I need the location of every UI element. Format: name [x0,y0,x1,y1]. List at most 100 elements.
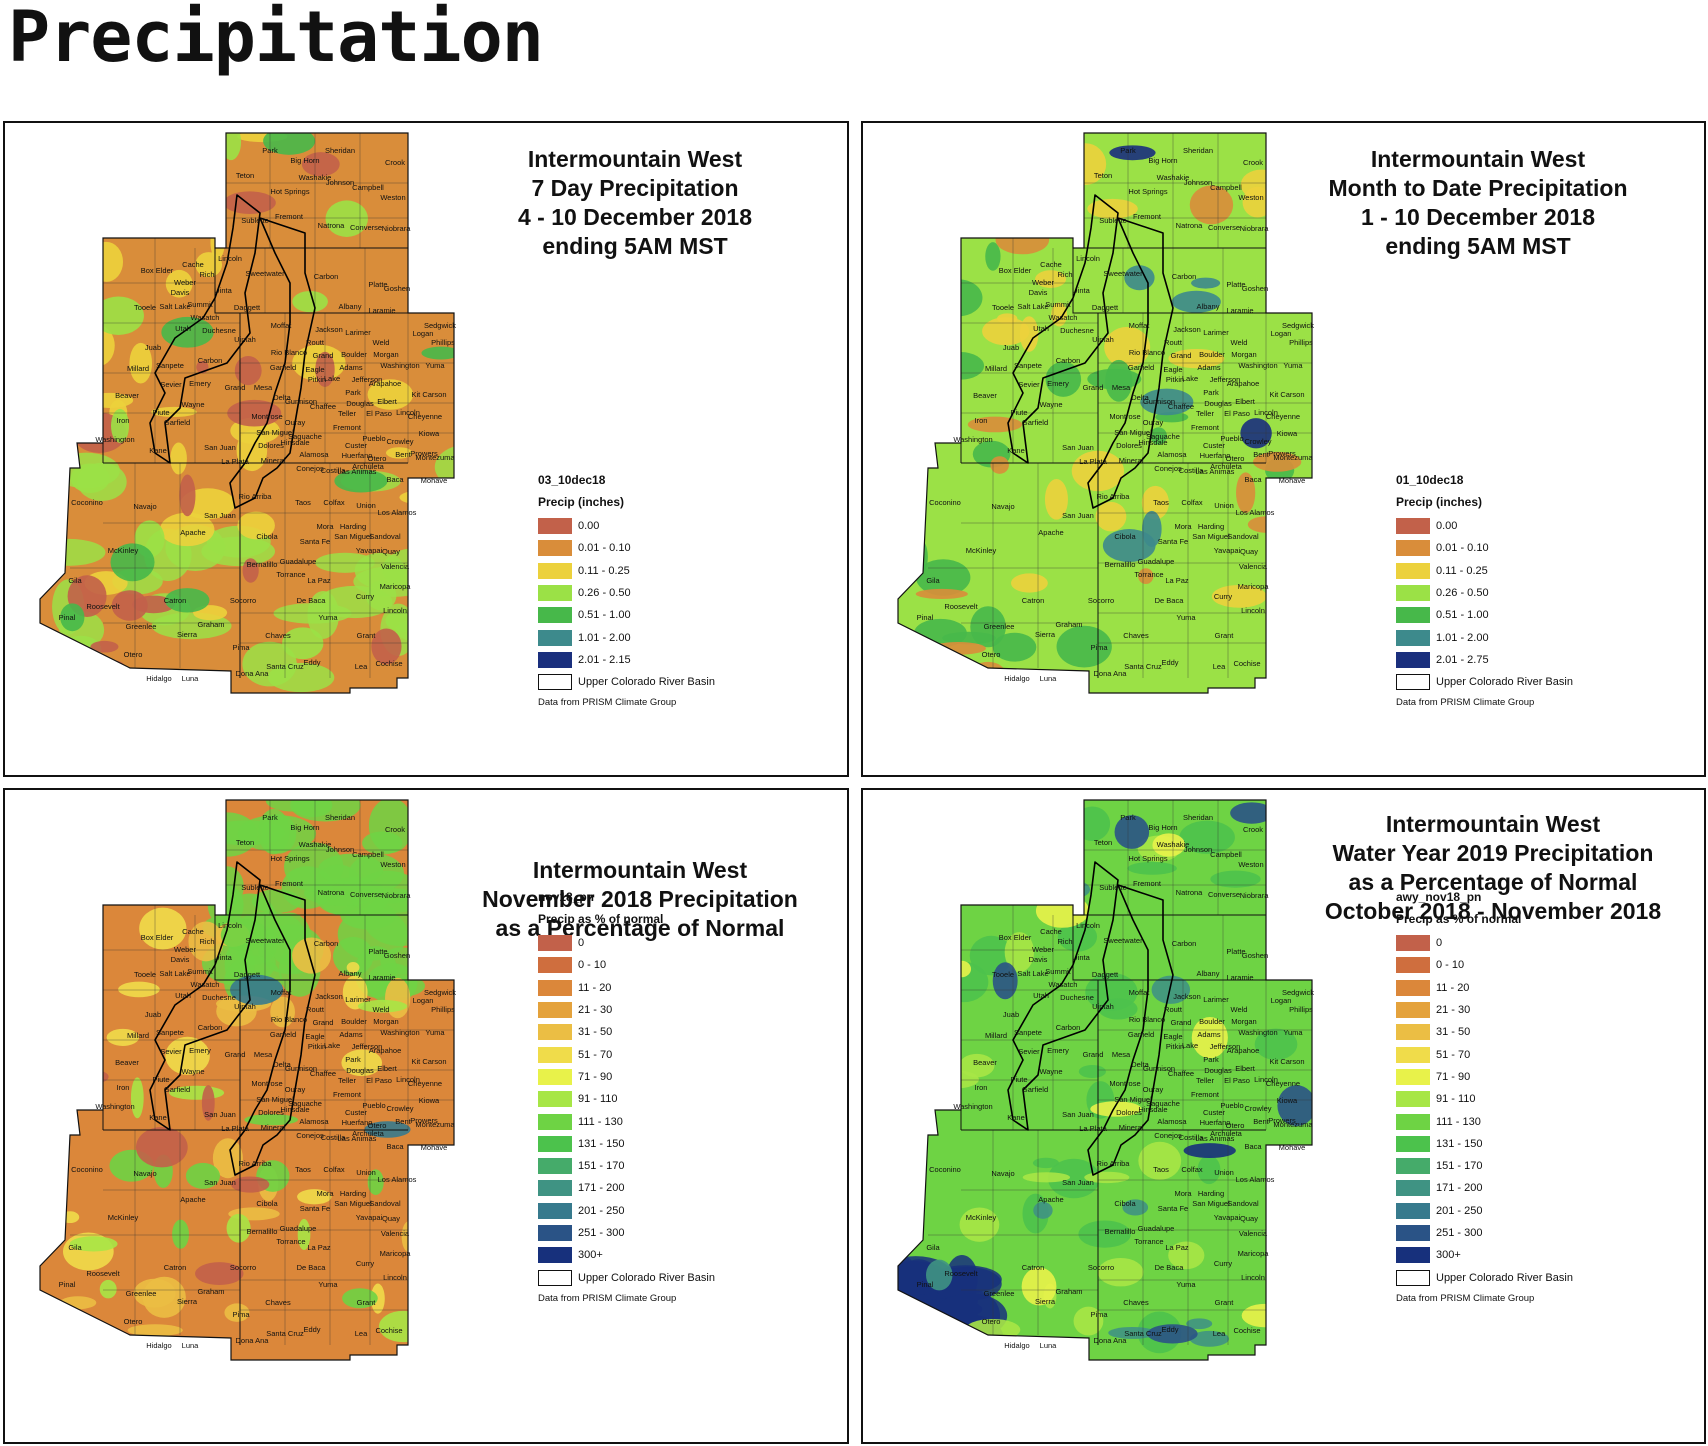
legend-item-label: 2.01 - 2.15 [578,653,631,666]
county-label: Custer [345,1108,368,1117]
legend-item: 0.11 - 0.25 [1396,560,1573,582]
county-label: El Paso [366,1076,392,1085]
county-label: Salt Lake [1017,302,1048,311]
county-label: Los Alamos [1236,1175,1275,1184]
county-label: Teller [338,409,356,418]
county-label: Luna [182,674,200,683]
county-label: Teton [1094,838,1112,847]
title-line: ending 5AM MST [1385,233,1571,259]
legend-item-label: 131 - 150 [578,1137,625,1150]
county-label: Cibola [256,532,278,541]
county-label: Yuma [1283,361,1303,370]
legend-item-label: 151 - 170 [578,1160,625,1173]
basin-swatch [538,1269,572,1286]
title-line: Intermountain West [1370,146,1586,172]
county-label: Coconino [71,498,103,507]
county-label: Grand [225,1050,246,1059]
county-label: Teller [1196,1076,1214,1085]
county-label: Uintah [234,335,256,344]
county-label: Teller [1196,409,1214,418]
county-label: Pima [232,643,250,652]
county-label: Kiowa [1277,429,1298,438]
county-label: Crook [385,825,405,834]
county-label: Maricopa [380,582,412,591]
county-label: Elbert [1235,1064,1256,1073]
county-label: La Paz [1165,1243,1189,1252]
county-label: Mineral [1119,456,1144,465]
county-label: Garfield [270,1030,296,1039]
legend-item-label: 111 - 130 [578,1115,623,1128]
county-label: Apache [1038,1195,1063,1204]
county-label: Quay [1240,547,1258,556]
legend-swatch [1396,518,1430,535]
county-label: Box Elder [999,266,1032,275]
legend-title: Precip (inches) [1396,495,1483,509]
county-label: Weld [373,1005,390,1014]
county-label: Montezuma [415,1120,455,1129]
county-label: Huerfano [1200,1118,1231,1127]
county-label: Cheyenne [1266,412,1300,421]
county-label: Archuleta [1210,1129,1243,1138]
legend-item-label: Upper Colorado River Basin [1436,676,1573,689]
county-label: Larimer [1203,328,1229,337]
basin-swatch [1396,1269,1430,1286]
county-label: Saguache [1146,432,1180,441]
county-label: Beaver [973,391,997,400]
county-label: Yuma [425,1028,445,1037]
county-label: Torrance [276,570,305,579]
legend-item: 0.00 [538,515,715,537]
county-label: Elbert [1235,397,1256,406]
region-outline [897,799,1313,1361]
county-label: Conejos [296,464,324,473]
county-label: Santa Cruz [266,1329,304,1338]
legend-item-label: 0.00 [1436,520,1458,533]
legend-item-label: 0.00 [578,520,600,533]
legend-swatch [538,1091,572,1108]
legend-item: 111 - 130 [1396,1110,1573,1132]
legend-swatch [1396,607,1430,624]
county-label: Costilla [321,1133,346,1142]
county-label: Garfield [270,363,296,372]
county-label: Garfield [1128,1030,1154,1039]
county-label: Park [1203,388,1219,397]
county-label: Guadalupe [1138,1224,1175,1233]
county-label: Goshen [1242,951,1268,960]
county-label: Cheyenne [1266,1079,1300,1088]
legend-swatch [1396,1046,1430,1063]
county-label: Converse [1208,223,1240,232]
county-label: Cheyenne [408,1079,442,1088]
county-label: Johnson [1184,178,1212,187]
legend-item: 0 - 10 [538,954,715,976]
county-label: Taos [295,498,311,507]
county-label: Chaves [1123,631,1149,640]
county-label: Sanpete [156,1028,184,1037]
legend-swatch [538,1180,572,1197]
county-label: Otero [1226,454,1245,463]
county-label: Routt [306,338,325,347]
county-label: Prowers [1268,1116,1296,1125]
legend-item-label: 0 [1436,937,1443,950]
county-label: Eddy [1161,658,1178,667]
county-label: Campbell [1210,850,1242,859]
county-label: Torrance [1134,570,1163,579]
county-label: Otero [368,1121,387,1130]
county-label: Pueblo [1220,1101,1243,1110]
legend-item: 2.01 - 2.75 [1396,649,1573,671]
county-label: Saguache [288,432,322,441]
legend-item: 2.01 - 2.15 [538,649,715,671]
legend-item-label: Upper Colorado River Basin [578,1271,715,1284]
county-label: Pueblo [362,434,385,443]
county-label: Kit Carson [411,1057,446,1066]
county-label: Lincoln [1241,1273,1265,1282]
county-label: Colfax [323,1165,345,1174]
upper-colorado-basin-outline [149,861,316,1176]
county-label: Socorro [230,596,256,605]
county-label: Grand [225,383,246,392]
county-label: Colfax [1181,498,1203,507]
county-label: Gila [926,576,940,585]
county-label: Millard [127,364,149,373]
county-label: Baca [1244,1142,1262,1151]
county-label: Navajo [991,502,1014,511]
county-label: Millard [985,1031,1007,1040]
county-label: Cochise [1233,659,1260,668]
